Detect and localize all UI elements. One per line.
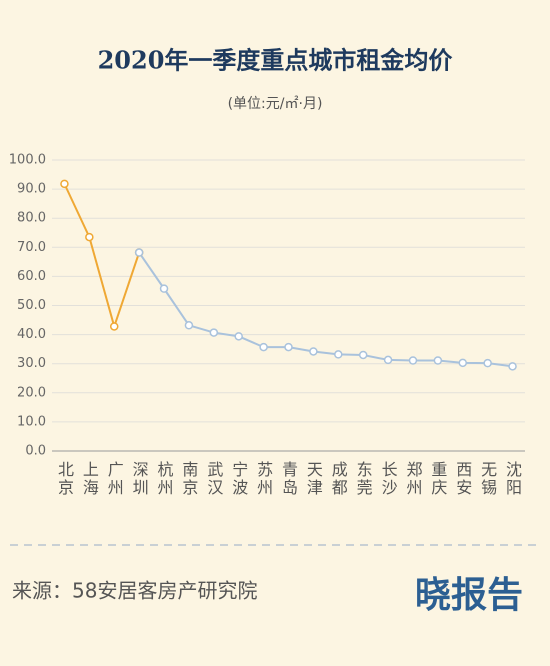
y-tick-label: 20.0 <box>17 385 46 400</box>
x-tick-label: 深圳 <box>130 461 149 497</box>
brand-logo: 晓报告 <box>415 575 523 616</box>
chart-title: 2020年一季度重点城市租金均价 <box>98 46 454 75</box>
point <box>309 347 318 356</box>
point <box>134 248 144 257</box>
line <box>63 183 141 330</box>
point <box>408 356 418 365</box>
point <box>109 322 119 331</box>
source: 来源：58安居客房产研究院 <box>12 579 257 603</box>
point <box>358 350 368 360</box>
point <box>85 232 94 242</box>
y-tick-label: 10.0 <box>17 414 46 429</box>
point <box>383 355 393 365</box>
x-tick-label: 重庆 <box>428 461 447 497</box>
point <box>458 358 468 368</box>
x-tick-label: 沈阳 <box>503 461 522 497</box>
x-tick-label: 苏州 <box>254 461 273 497</box>
x-tick-label: 武汉 <box>204 461 223 497</box>
chart-subtitle: (单位:元/㎡·月) <box>228 96 323 112</box>
y-tick-label: 30.0 <box>17 356 46 371</box>
y-tick-label: 50.0 <box>17 298 46 313</box>
x-tick-label: 无锡 <box>478 461 497 497</box>
x-tick-label: 天津 <box>304 461 323 497</box>
point <box>159 284 169 293</box>
point <box>334 350 343 359</box>
point <box>284 342 293 352</box>
point <box>483 358 492 368</box>
x-tick-label: 长沙 <box>379 461 398 497</box>
y-tick-label: 80.0 <box>17 211 46 226</box>
x-tick-label: 南京 <box>179 461 198 497</box>
point <box>433 356 443 365</box>
x-tick-label: 北京 <box>55 461 74 497</box>
point <box>209 328 219 337</box>
point <box>508 362 517 371</box>
y-tick-label: 0.0 <box>25 444 46 459</box>
y-tick-label: 90.0 <box>17 182 46 197</box>
x-tick-label: 青岛 <box>279 461 298 497</box>
x-tick-label: 西安 <box>453 461 472 497</box>
x-tick-label: 成都 <box>329 461 348 497</box>
point <box>259 342 268 352</box>
y-tick-label: 70.0 <box>17 240 46 255</box>
y-tick-label: 100.0 <box>9 153 46 168</box>
point <box>60 179 69 189</box>
y-tick-label: 60.0 <box>17 269 46 284</box>
x-tick-label: 宁波 <box>229 461 248 497</box>
x-tick-label: 郑州 <box>403 461 422 497</box>
x-tick-label: 杭州 <box>155 461 174 497</box>
point <box>234 332 243 341</box>
y-tick-label: 40.0 <box>17 327 46 342</box>
x-tick-label: 东莞 <box>354 461 373 497</box>
x-tick-label: 广州 <box>105 461 124 497</box>
x-tick-label: 上海 <box>80 461 99 497</box>
point <box>184 321 194 330</box>
line <box>138 251 513 368</box>
